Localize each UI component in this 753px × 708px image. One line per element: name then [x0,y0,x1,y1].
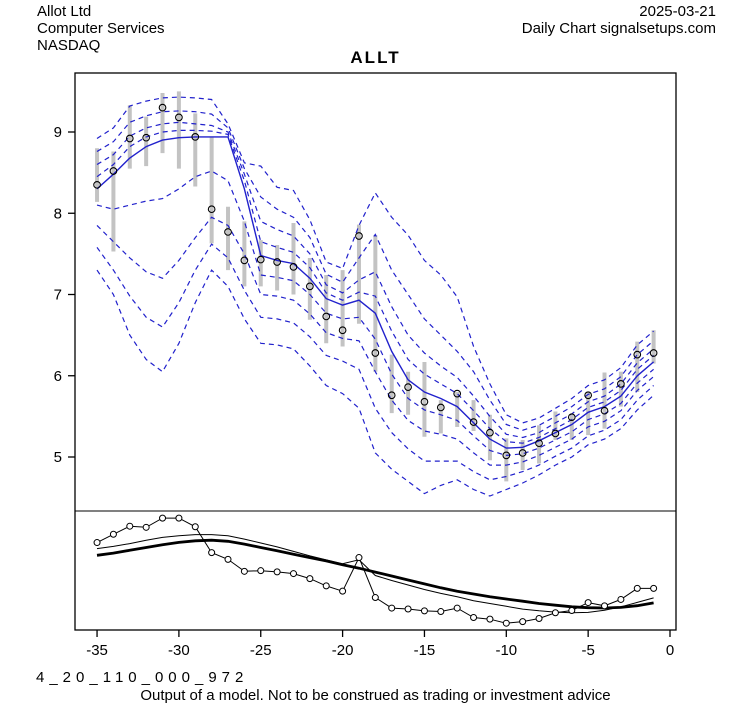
svg-text:5: 5 [54,449,62,466]
x-axis: -35 -30 -25 -20 -15 -10 -5 0 [86,630,674,659]
company-name: Allot Ltd [37,3,92,20]
svg-text:-5: -5 [581,642,594,659]
chart-date: 2025-03-21 [639,3,716,20]
chart-title: ALLT [350,48,401,67]
close-price-markers [93,103,658,460]
svg-text:6: 6 [54,368,62,385]
svg-text:-35: -35 [86,642,108,659]
svg-text:-20: -20 [332,642,354,659]
main-panel [93,91,658,497]
median-forecast-line [96,136,655,449]
plot-border [74,72,677,631]
svg-text:0: 0 [666,642,674,659]
svg-text:-30: -30 [168,642,190,659]
svg-text:8: 8 [54,205,62,222]
exchange-name: NASDAQ [37,37,101,54]
svg-text:-25: -25 [250,642,272,659]
svg-text:-10: -10 [495,642,517,659]
model-code-label: 4_20_110_000_972 [36,669,249,686]
quantile-band-lines [96,96,655,497]
y-axis: 5 6 7 8 9 [54,124,75,466]
svg-text:9: 9 [54,124,62,141]
indicator-thick-line [96,538,654,610]
company-sector: Computer Services [37,20,165,37]
high-low-bars [95,91,656,482]
oscillator-markers [93,514,658,627]
svg-text:-15: -15 [414,642,436,659]
disclaimer-text: Output of a model. Not to be construed a… [140,687,611,704]
chart-source: Daily Chart signalsetups.com [521,20,716,37]
svg-text:7: 7 [54,287,62,304]
indicator-panel [93,514,658,627]
